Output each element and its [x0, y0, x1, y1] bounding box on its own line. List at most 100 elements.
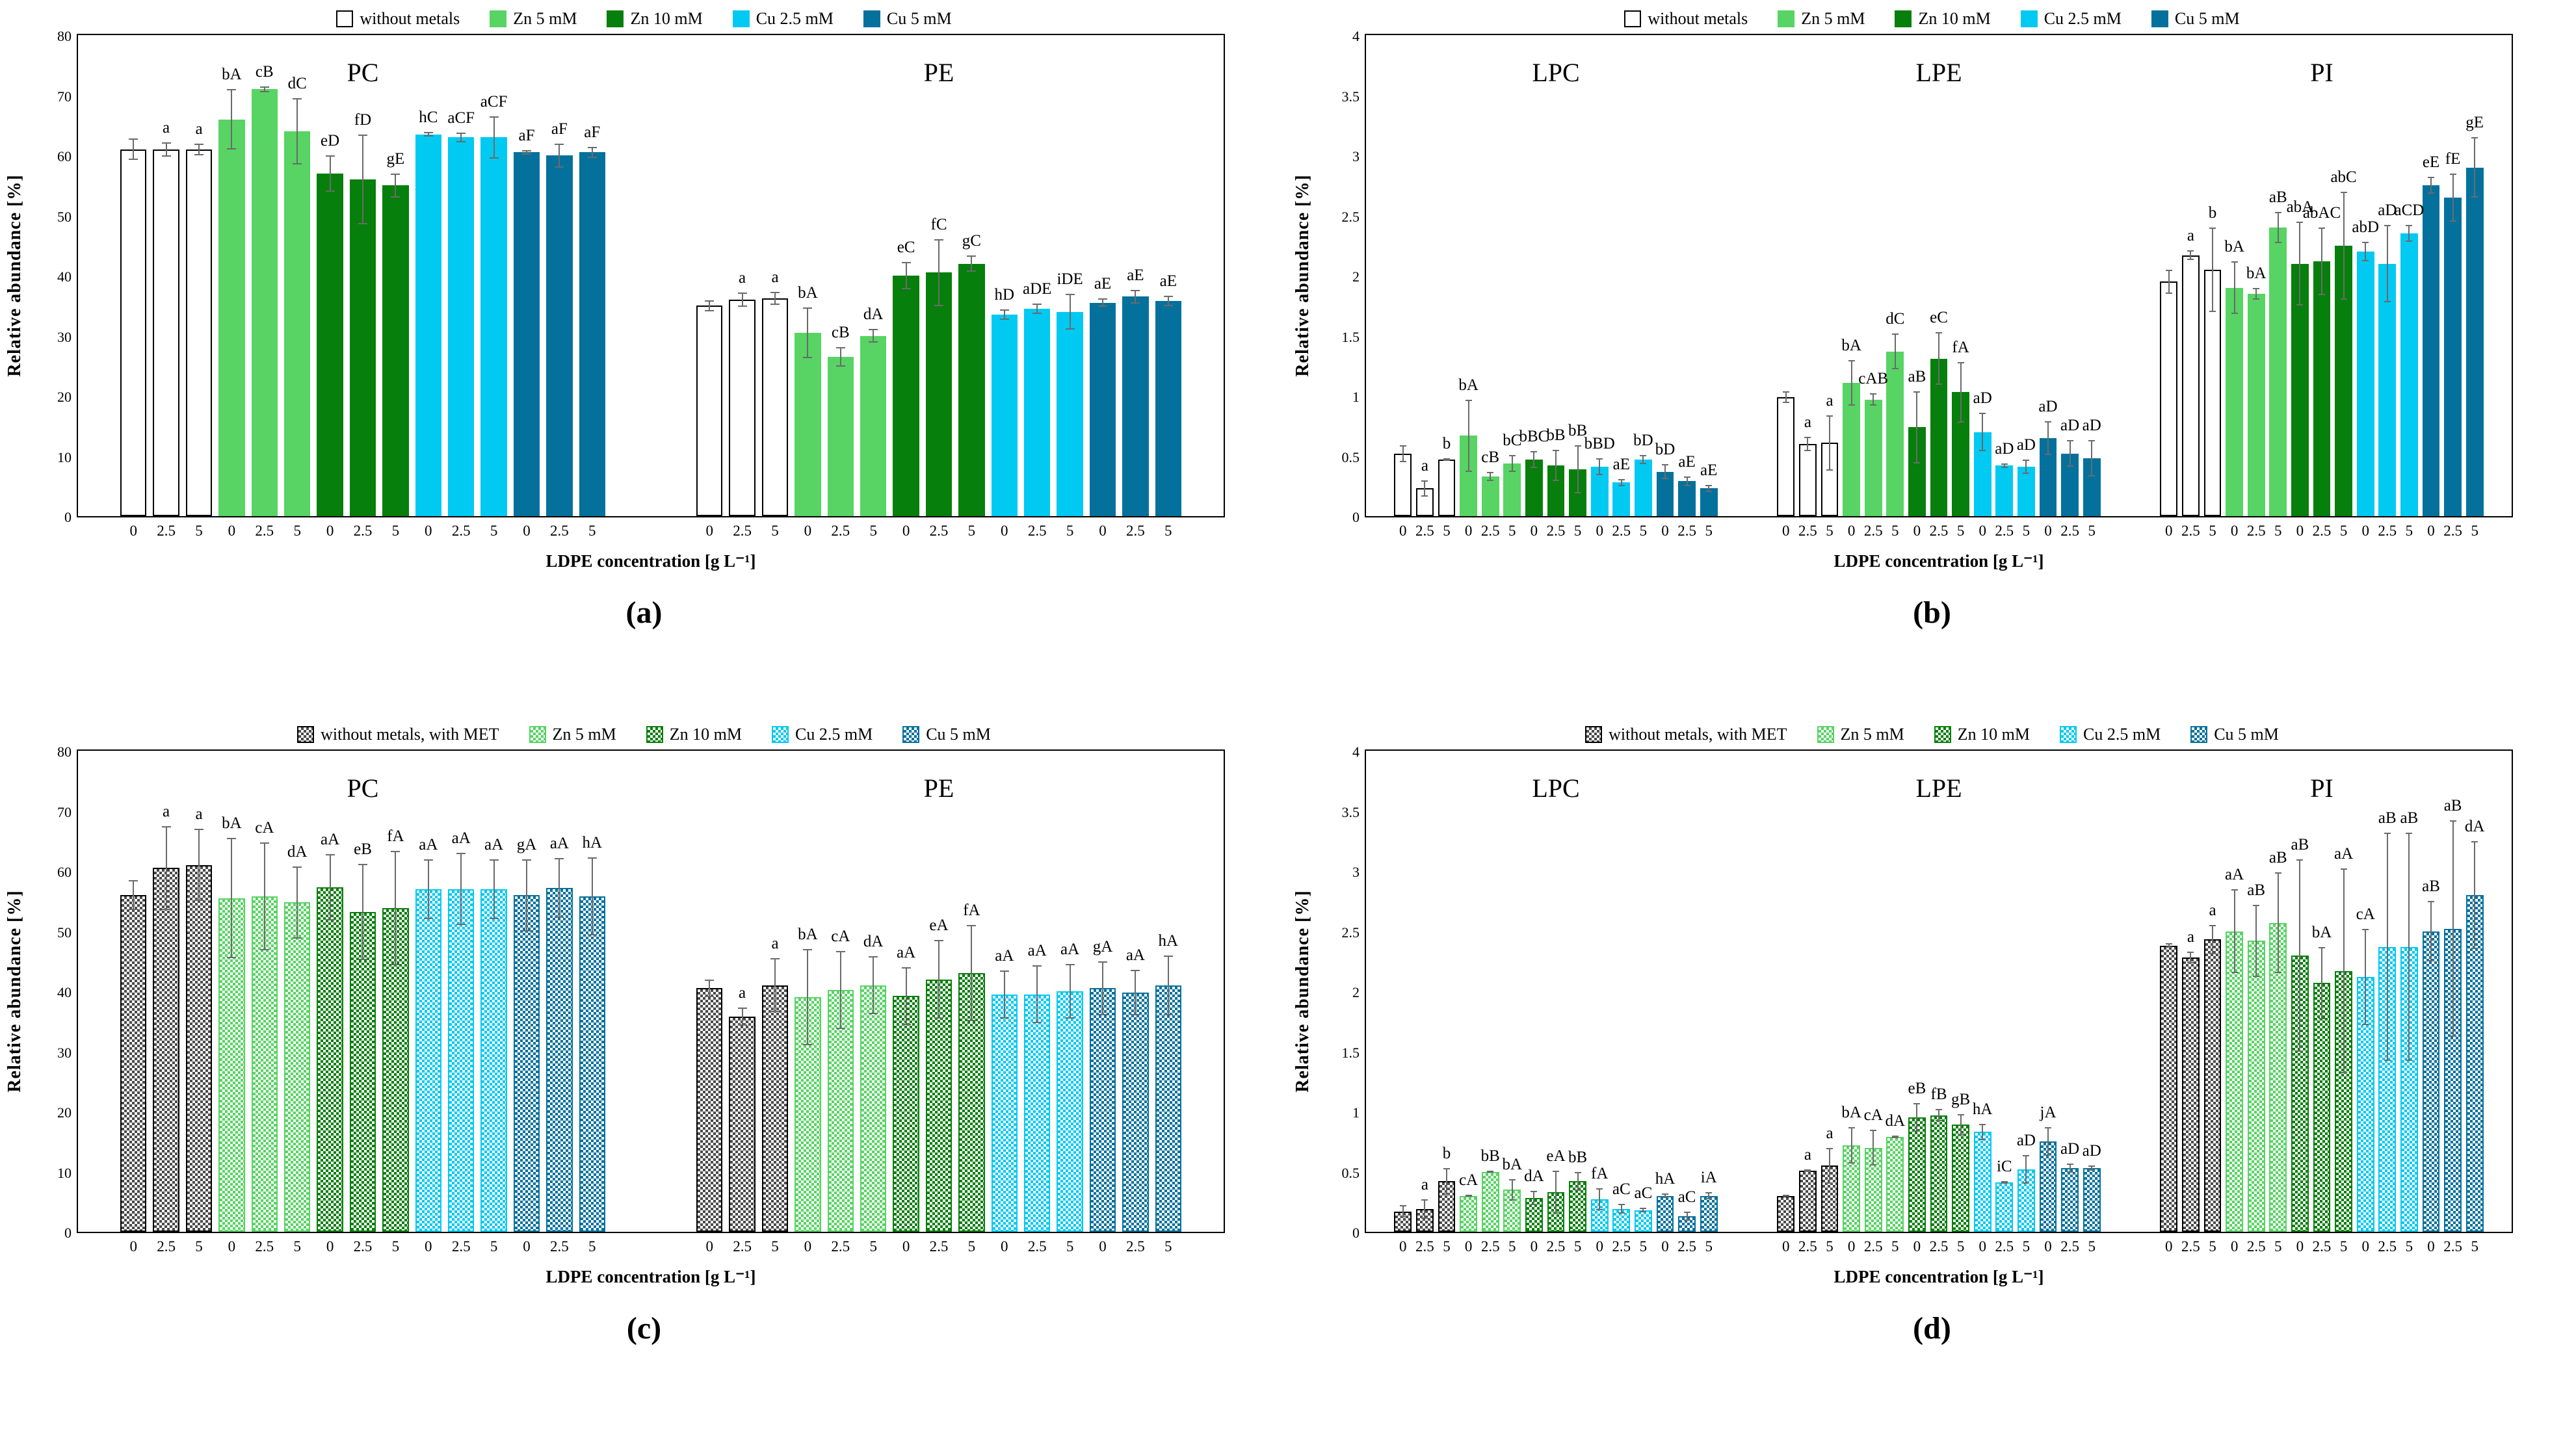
bar [218, 898, 245, 1232]
legend-item: Zn 10 mM [607, 9, 703, 29]
error-bar-cap-top [423, 131, 433, 133]
error-bar [1511, 454, 1513, 472]
error-bar-cap-top [1443, 1167, 1450, 1169]
x-tick-label: 0 [1596, 1238, 1603, 1255]
legend-item: Cu 5 mM [2190, 725, 2279, 744]
legend-item: without metals, with MET [1585, 725, 1787, 744]
significance-label: a [771, 268, 779, 286]
significance-label: cA [2356, 905, 2375, 923]
error-bar-cap-bottom [2253, 975, 2260, 977]
error-bar-cap-bottom [555, 166, 564, 168]
x-tick-label: 0 [1001, 1238, 1008, 1255]
error-bar [873, 956, 874, 1015]
x-tick-label: 5 [1164, 1238, 1172, 1255]
significance-label: dA [287, 842, 308, 861]
bar [579, 896, 605, 1232]
significance-label: fB [1930, 1086, 1947, 1104]
error-bar-cap-bottom [1618, 484, 1625, 486]
significance-label: aA [321, 831, 340, 849]
y-tick-label: 3.5 [1341, 803, 1360, 820]
error-bar [2321, 228, 2322, 295]
error-bar-cap-bottom [1782, 1195, 1789, 1197]
bar [2313, 261, 2331, 516]
error-bar-cap-top [1705, 484, 1713, 486]
bar [1460, 1195, 1478, 1232]
significance-label: aA [995, 946, 1014, 965]
bar [2039, 1141, 2057, 1232]
error-bar-cap-bottom [2428, 959, 2434, 961]
error-bar-cap-top [555, 143, 564, 145]
bar [284, 902, 311, 1232]
x-tick-label: 5 [1705, 523, 1713, 539]
error-bar [1708, 484, 1710, 492]
bar [2291, 263, 2309, 516]
x-tick-label: 2.5 [2181, 1238, 2200, 1255]
error-bar-cap-top [1957, 1113, 1964, 1115]
bar [1057, 311, 1083, 516]
error-bar-cap-top [2253, 287, 2260, 289]
significance-label: eA [929, 917, 949, 935]
error-bar [905, 967, 907, 1025]
x-tick-label: 5 [869, 523, 877, 539]
legend-label: Cu 2.5 mM [795, 725, 873, 744]
error-bar-cap-bottom [1531, 467, 1538, 468]
error-bar-cap-top [2471, 840, 2478, 842]
error-bar-cap-bottom [835, 1028, 845, 1030]
error-bar [231, 89, 233, 150]
legend-label: Cu 5 mM [2214, 725, 2279, 744]
error-bar-cap-top [1640, 1208, 1647, 1209]
error-bar [741, 1007, 743, 1026]
error-bar [2386, 225, 2388, 302]
significance-label: a [1826, 1124, 1833, 1142]
error-bar-cap-top [1032, 303, 1042, 305]
significance-label: aC [1612, 1180, 1631, 1199]
error-bar-cap-top [2319, 228, 2325, 229]
error-bar-cap-top [869, 329, 878, 331]
legend-label: Zn 5 mM [1840, 725, 1904, 744]
error-bar-cap-bottom [2384, 300, 2391, 302]
error-bar-cap-top [227, 89, 237, 91]
significance-label: aA [1125, 946, 1145, 964]
error-bar-cap-bottom [2406, 241, 2413, 242]
legend-item: Zn 10 mM [1895, 9, 1991, 29]
error-bar-cap-bottom [737, 1024, 747, 1026]
error-bar-cap-top [2165, 269, 2172, 271]
section-title: PI [2310, 58, 2333, 87]
x-tick-label: 2.5 [1677, 1238, 1696, 1255]
error-bar-cap-bottom [967, 1020, 977, 1022]
error-bar-cap-top [227, 838, 237, 840]
significance-label: bA [222, 814, 242, 833]
error-bar-cap-bottom [1683, 484, 1690, 486]
x-tick-label: 5 [2339, 1238, 2348, 1255]
error-bar-cap-bottom [1163, 1014, 1173, 1015]
error-bar-cap-bottom [2362, 259, 2369, 261]
bar [218, 119, 245, 516]
error-bar-cap-bottom [1443, 459, 1450, 461]
bar [284, 131, 311, 516]
significance-label: aB [2291, 835, 2309, 853]
error-bar [971, 925, 973, 1022]
error-bar-cap-top [1065, 293, 1075, 295]
bar [120, 149, 147, 516]
error-bar [1402, 445, 1404, 462]
error-bar-cap-bottom [999, 319, 1009, 320]
error-bar-cap-top [293, 866, 302, 868]
error-bar-cap-bottom [2187, 258, 2194, 260]
significance-label: aF [551, 120, 568, 138]
panel-caption-d: (d) [1913, 1311, 1951, 1346]
error-bar-cap-top [2362, 928, 2369, 930]
error-bar-cap-bottom [1443, 1193, 1450, 1195]
bar [1678, 481, 1696, 516]
error-bar [774, 958, 776, 1013]
bar [2422, 931, 2440, 1232]
error-bar-cap-bottom [1131, 1014, 1140, 1015]
error-bar [2168, 943, 2170, 948]
significance-label: hD [994, 285, 1015, 304]
error-bar-cap-bottom [2088, 475, 2096, 476]
bar [729, 1016, 756, 1232]
error-bar-cap-bottom [194, 900, 204, 902]
bar [1930, 1115, 1948, 1232]
x-tick-label: 2.5 [1415, 1238, 1434, 1255]
section-title: PE [923, 58, 954, 87]
section-title: LPC [1532, 58, 1580, 87]
